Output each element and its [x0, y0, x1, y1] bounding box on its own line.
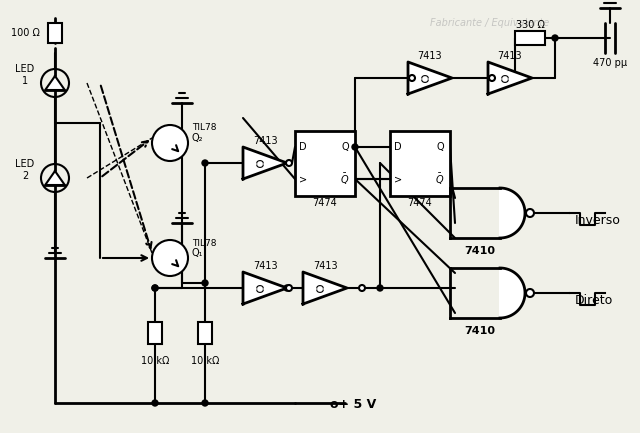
Polygon shape [500, 268, 525, 318]
Text: Fabricante / Equivalente: Fabricante / Equivalente [430, 18, 550, 28]
Polygon shape [408, 62, 452, 94]
Text: 330 Ω: 330 Ω [516, 20, 545, 30]
Text: Q₁: Q₁ [192, 248, 204, 258]
Text: TIL78: TIL78 [192, 239, 216, 248]
Circle shape [359, 285, 365, 291]
Circle shape [152, 285, 158, 291]
Circle shape [286, 285, 292, 291]
Circle shape [152, 285, 158, 291]
Circle shape [489, 75, 495, 81]
Polygon shape [243, 147, 287, 179]
Text: TIL78: TIL78 [192, 123, 216, 132]
Bar [48, 23, 62, 43]
Bar [198, 322, 212, 344]
Polygon shape [243, 272, 287, 304]
Circle shape [286, 160, 292, 166]
Text: $\bar{Q}$: $\bar{Q}$ [340, 172, 349, 187]
Text: LED
2: LED 2 [15, 159, 35, 181]
Bar [390, 130, 450, 196]
Text: 7413: 7413 [253, 136, 277, 146]
Polygon shape [488, 62, 532, 94]
Bar [515, 31, 545, 45]
Circle shape [284, 285, 290, 291]
Polygon shape [303, 272, 347, 304]
Text: Q: Q [341, 142, 349, 152]
Text: >: > [299, 174, 307, 184]
Text: 7413: 7413 [313, 261, 337, 271]
Circle shape [202, 160, 208, 166]
Polygon shape [45, 171, 65, 185]
Circle shape [152, 240, 188, 276]
Text: 7474: 7474 [408, 198, 433, 208]
Text: D: D [299, 142, 307, 152]
Text: 7413: 7413 [253, 261, 277, 271]
Text: 10 kΩ: 10 kΩ [191, 356, 219, 366]
Polygon shape [500, 188, 525, 238]
Circle shape [552, 35, 558, 41]
Circle shape [202, 400, 208, 406]
Text: $\bar{Q}$: $\bar{Q}$ [435, 172, 445, 187]
Text: 7410: 7410 [465, 326, 495, 336]
Text: Direto: Direto [575, 294, 613, 307]
Text: 7410: 7410 [465, 246, 495, 256]
Text: >: > [394, 174, 402, 184]
Circle shape [409, 75, 415, 81]
Text: 10 kΩ: 10 kΩ [141, 356, 169, 366]
Text: 470 pμ: 470 pμ [593, 58, 627, 68]
Text: D: D [394, 142, 402, 152]
Circle shape [152, 125, 188, 161]
Circle shape [152, 400, 158, 406]
Text: o+ 5 V: o+ 5 V [330, 398, 376, 411]
Bar [148, 322, 162, 344]
Text: 7413: 7413 [418, 51, 442, 61]
Text: 7474: 7474 [312, 198, 337, 208]
Text: 100 Ω: 100 Ω [11, 28, 40, 38]
Circle shape [526, 289, 534, 297]
Text: LED
1: LED 1 [15, 64, 35, 86]
Circle shape [526, 209, 534, 217]
Circle shape [352, 144, 358, 150]
Text: 7413: 7413 [498, 51, 522, 61]
Circle shape [377, 285, 383, 291]
Text: Q₂: Q₂ [192, 133, 204, 143]
Bar [295, 130, 355, 196]
Circle shape [202, 280, 208, 286]
Polygon shape [45, 76, 65, 90]
Text: Inverso: Inverso [575, 214, 621, 227]
Text: Q: Q [436, 142, 444, 152]
